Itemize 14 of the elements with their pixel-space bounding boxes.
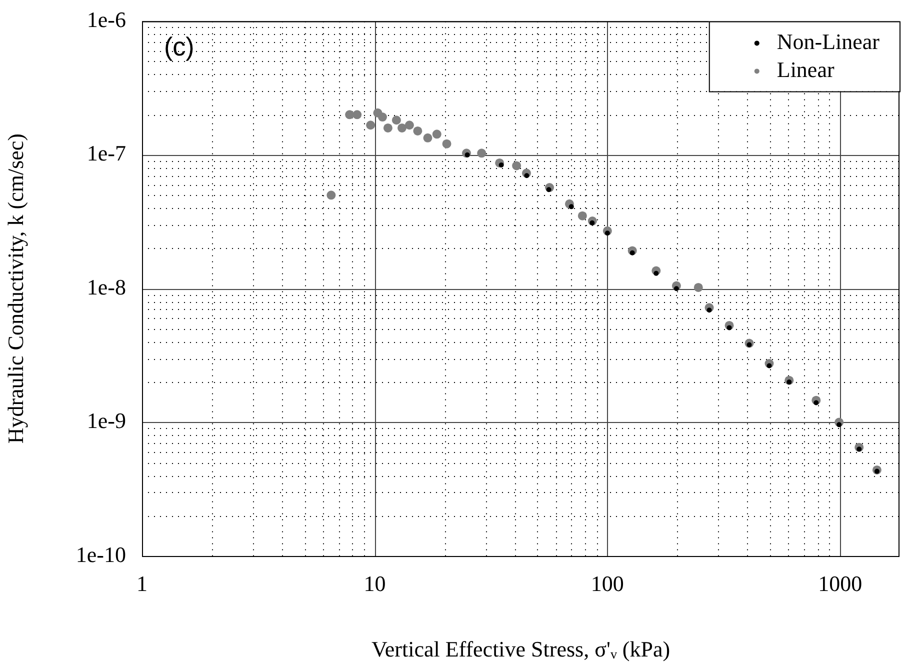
y-tick-label: 1e-7: [86, 140, 126, 166]
x-axis-title: Vertical Effective Stress, σ'ᵥ (kPa): [371, 636, 670, 662]
y-tick-label: 1e-10: [76, 542, 126, 567]
y-tick-label: 1e-6: [86, 6, 126, 32]
x-tick-label: 100: [590, 570, 624, 596]
y-tick-label: 1e-9: [86, 408, 126, 434]
x-tick-label: 10: [364, 570, 386, 596]
annotation: (c): [164, 31, 194, 62]
y-axis-title: Hydraulic Conductivity, k (cm/sec): [2, 134, 28, 444]
y-tick-label: 1e-8: [86, 274, 126, 300]
legend-label: Non-Linear: [776, 28, 880, 54]
x-tick-label: 1000: [818, 570, 862, 596]
x-tick-label: 1: [136, 570, 148, 596]
legend-label: Linear: [776, 56, 835, 82]
